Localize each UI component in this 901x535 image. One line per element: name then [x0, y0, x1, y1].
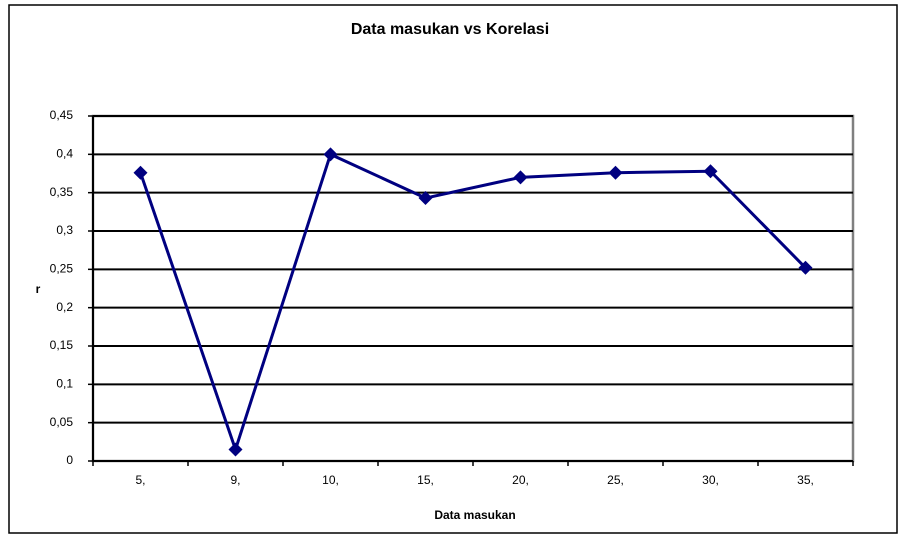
y-tick-label: 0,25: [50, 262, 74, 276]
chart-title: Data masukan vs Korelasi: [351, 21, 549, 38]
y-axis-label: r: [36, 282, 41, 296]
x-tick-label: 10,: [322, 473, 339, 487]
y-tick-label: 0,2: [56, 300, 73, 314]
x-tick-label: 20,: [512, 473, 529, 487]
y-tick-label: 0,05: [50, 415, 74, 429]
x-axis-label: Data masukan: [434, 508, 515, 522]
y-tick-label: 0,15: [50, 338, 74, 352]
y-tick-label: 0: [66, 453, 73, 467]
data-point: [608, 165, 623, 180]
x-tick-label: 25,: [607, 473, 624, 487]
data-point: [133, 165, 148, 180]
data-point: [228, 442, 243, 457]
y-tick-label: 0,4: [56, 147, 73, 161]
y-tick-label: 0,1: [56, 377, 73, 391]
y-tick-label: 0,3: [56, 223, 73, 237]
x-tick-label: 5,: [135, 473, 145, 487]
data-point: [703, 164, 718, 179]
data-point: [418, 191, 433, 206]
data-line: [139, 152, 807, 455]
y-tick-label: 0,35: [50, 185, 74, 199]
x-tick-label: 35,: [797, 473, 814, 487]
x-tick-label: 9,: [230, 473, 240, 487]
data-point: [513, 170, 528, 185]
x-tick-label: 30,: [702, 473, 719, 487]
x-tick-label: 15,: [417, 473, 434, 487]
data-point: [798, 260, 813, 275]
data-point: [323, 147, 338, 162]
y-tick-label: 0,45: [50, 108, 74, 122]
